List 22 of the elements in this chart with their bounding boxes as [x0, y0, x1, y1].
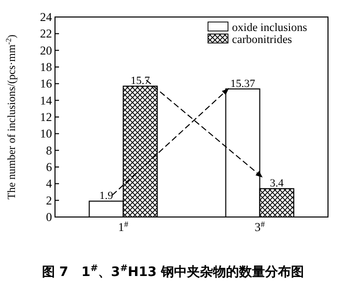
data-label: 15.7: [130, 75, 150, 88]
y-tick-label: 12: [40, 110, 52, 124]
y-tick-label: 0: [46, 210, 52, 224]
y-tick-label: 22: [40, 26, 52, 41]
x-tick-label: 3$^{#}$: [254, 220, 266, 234]
y-tick-label: 4: [46, 176, 52, 191]
y-tick-label: 24: [40, 10, 52, 24]
legend-label: carbonitrides: [232, 34, 293, 46]
data-label: 3.4: [270, 178, 284, 190]
legend-label: oxide inclusions: [232, 22, 308, 34]
y-tick-label: 20: [40, 43, 52, 58]
y-tick-label: 2: [46, 193, 52, 208]
y-tick-label: 16: [40, 76, 52, 91]
y-tick-label: 8: [46, 143, 52, 158]
caption: 图 7 1$^{#}$、3$^{#}$H13 钢中夹杂物的数量分布图: [42, 264, 304, 280]
data-label: 1.9: [99, 190, 114, 202]
x-tick-label: 1$^{#}$: [118, 220, 130, 234]
data-label: 15.37: [230, 78, 256, 90]
y-tick-label: 18: [40, 60, 52, 74]
y-tick-label: 10: [40, 126, 52, 141]
y-tick-label: 6: [46, 160, 52, 174]
y-tick-label: 14: [40, 93, 52, 108]
